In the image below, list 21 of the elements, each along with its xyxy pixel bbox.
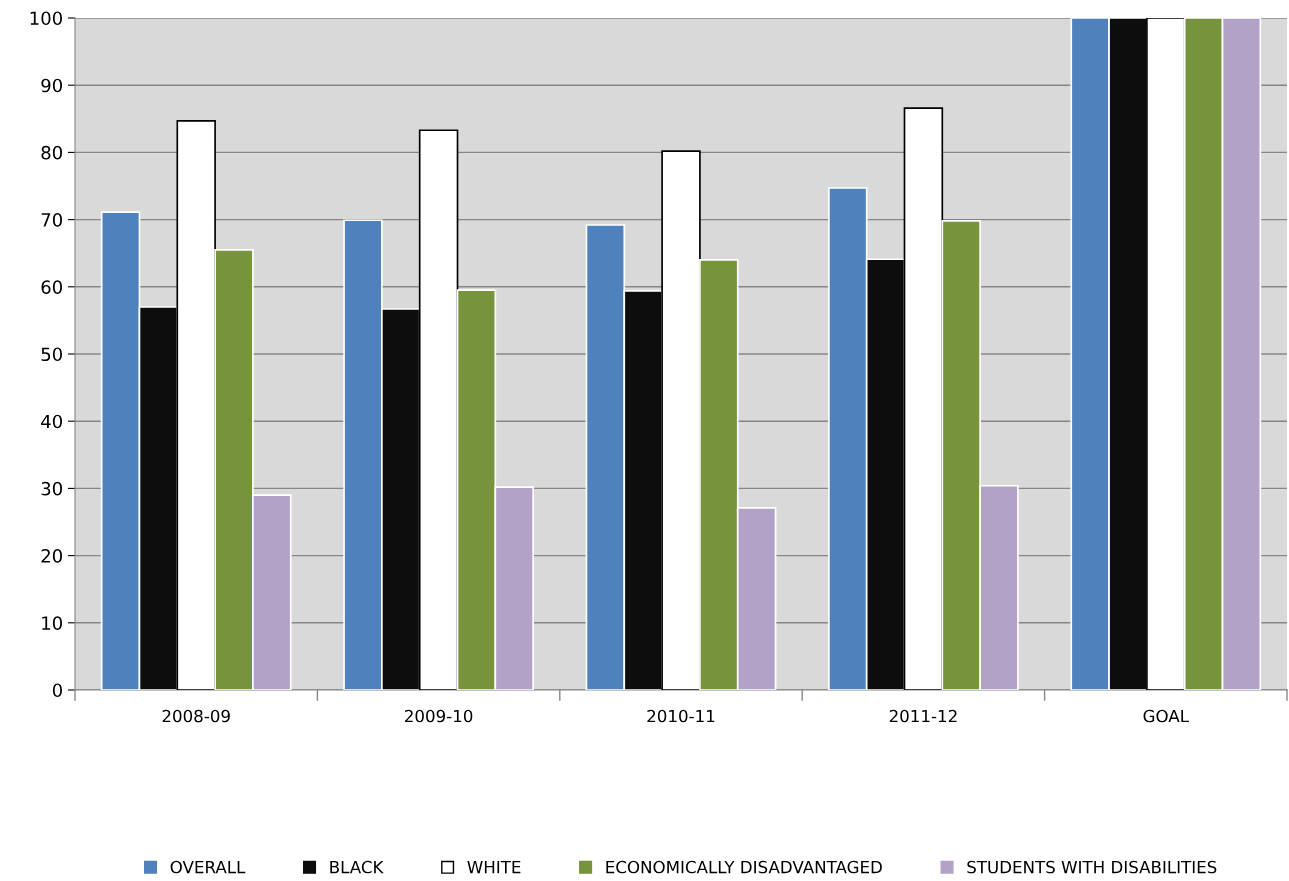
y-tick-label: 30	[41, 481, 62, 496]
y-tick-label: 10	[42, 616, 62, 630]
y-tick-label: 0	[52, 683, 62, 698]
legend-label: STUDENTS WITH DISABILITIES	[967, 860, 1217, 874]
y-tick-label: 50	[41, 347, 62, 362]
x-tick-label: 2011-12	[889, 709, 957, 723]
y-tick-label: 90	[41, 78, 62, 93]
y-tick-label: 70	[41, 213, 62, 227]
y-tick-label: 40	[41, 414, 62, 429]
y-tick-label: 20	[41, 549, 62, 563]
x-tick-label: 2008-09	[162, 709, 230, 723]
y-tick-label: 80	[41, 145, 62, 160]
y-tick-label: 60	[41, 280, 62, 294]
legend-label: ECONOMICALLY DISADVANTAGED	[606, 860, 882, 874]
x-tick-label: GOAL	[1143, 709, 1189, 723]
legend-label: OVERALL	[170, 860, 246, 874]
legend-label: BLACK	[330, 860, 384, 874]
x-tick-label: 2009-10	[405, 709, 473, 723]
x-tick-label: 2010-11	[647, 709, 715, 723]
y-tick-label: 100	[30, 11, 62, 26]
legend-label: WHITE	[467, 860, 521, 874]
